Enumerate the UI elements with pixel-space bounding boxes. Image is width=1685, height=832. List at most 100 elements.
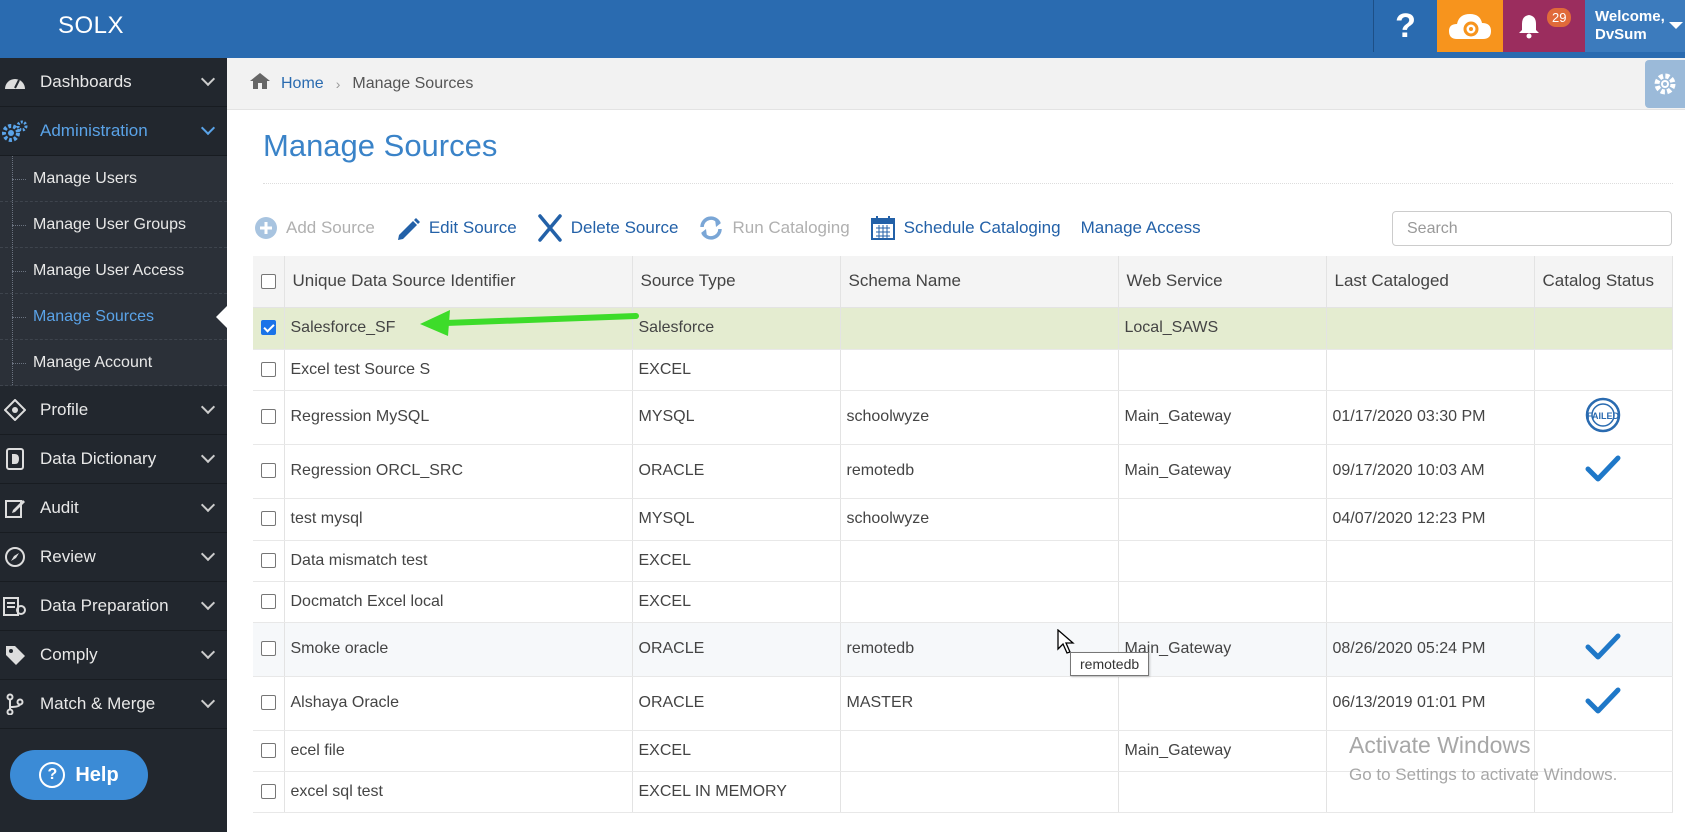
row-checkbox[interactable] [260,695,276,711]
sidebar-item-dashboards[interactable]: Dashboards [0,58,227,107]
title-divider [263,183,1673,184]
table-body: Salesforce_SF Salesforce Local_SAWS Excel t… [253,307,1673,813]
cell-last-cataloged: 04/07/2020 12:23 PM [1326,498,1535,541]
row-checkbox[interactable] [260,409,276,425]
settings-panel-toggle[interactable] [1645,60,1685,108]
welcome-text: Welcome, [1595,8,1665,25]
sidebar-subitem-manage-users[interactable]: Manage Users [0,156,227,202]
gears-icon [2,120,28,142]
active-pointer [216,305,228,329]
row-checkbox[interactable] [260,593,276,609]
cell-catalog-status [1534,622,1673,677]
sidebar-subitem-manage-user-groups[interactable]: Manage User Groups [0,202,227,248]
chevron-down-icon [200,399,216,415]
manage-access-button[interactable]: Manage Access [1081,218,1201,238]
checkmark-icon [1585,455,1621,481]
cell-web-service [1118,581,1327,623]
breadcrumb-home-link[interactable]: Home [281,74,324,92]
edit-source-button[interactable]: Edit Source [395,215,517,241]
table-row[interactable]: ecel file EXCEL Main_Gateway [253,730,1673,772]
help-button[interactable]: ? Help [10,750,148,800]
question-circle-icon: ? [39,762,66,788]
cell-web-service [1118,540,1327,582]
mouse-cursor-icon [1057,629,1075,654]
column-header-schema-name[interactable]: Schema Name [840,256,1119,308]
user-menu[interactable]: Welcome, DvSum [1585,0,1685,52]
row-checkbox-cell [253,730,285,772]
table-row[interactable]: Smoke oracle ORACLE remotedb Main_Gateway 08… [253,622,1673,677]
table-row[interactable]: Alshaya Oracle ORACLE MASTER 06/13/2019 01:… [253,676,1673,731]
row-checkbox[interactable] [260,361,276,377]
sidebar-item-audit[interactable]: Audit [0,484,227,533]
column-header-identifier[interactable]: Unique Data Source Identifier [284,256,633,308]
sidebar-item-data-dictionary[interactable]: Data Dictionary [0,435,227,484]
column-header-last-cataloged[interactable]: Last Cataloged [1326,256,1535,308]
cell-source-type: ORACLE [632,622,841,677]
sidebar-subitem-manage-user-access[interactable]: Manage User Access [0,248,227,294]
sidebar-subitem-manage-account[interactable]: Manage Account [0,340,227,386]
row-checkbox[interactable] [260,552,276,568]
column-header-web-service[interactable]: Web Service [1118,256,1327,308]
search-input[interactable] [1392,211,1672,246]
add-source-button[interactable]: Add Source [254,216,375,240]
table-row[interactable]: test mysql MYSQL schoolwyze 04/07/2020 12:2… [253,498,1673,541]
table-row[interactable]: Data mismatch test EXCEL [253,540,1673,582]
delete-source-button[interactable]: Delete Source [537,214,679,242]
sidebar-item-profile[interactable]: Profile [0,386,227,435]
cell-web-service: Main_Gateway [1118,730,1327,772]
notifications-button[interactable]: 29 [1503,0,1585,52]
cell-source-type: MYSQL [632,390,841,445]
table-row[interactable]: Salesforce_SF Salesforce Local_SAWS [253,307,1673,350]
page-title: Manage Sources [263,128,498,163]
compass-icon [2,546,28,568]
cell-catalog-status [1534,307,1673,350]
app-brand[interactable]: SOLX [58,12,125,39]
sources-table: Unique Data Source Identifier Source Typ… [253,256,1673,813]
help-question-button[interactable]: ? [1373,0,1437,52]
cell-schema-name [840,540,1119,582]
select-all-checkbox[interactable] [260,274,276,290]
home-icon[interactable] [249,72,271,95]
table-row[interactable]: excel sql test EXCEL IN MEMORY [253,771,1673,813]
cell-identifier: Data mismatch test [284,540,633,582]
table-row[interactable]: Docmatch Excel local EXCEL [253,581,1673,623]
schedule-cataloging-button[interactable]: Schedule Cataloging [870,215,1061,241]
table-row[interactable]: Excel test Source S EXCEL [253,349,1673,391]
sidebar-item-match-merge[interactable]: Match & Merge [0,680,227,729]
cloud-settings-button[interactable] [1437,0,1503,52]
watermark-subtitle: Go to Settings to activate Windows. [1349,765,1618,784]
breadcrumb-current: Manage Sources [352,74,474,92]
cell-source-type: EXCEL IN MEMORY [632,771,841,813]
table-row[interactable]: Regression MySQL MYSQL schoolwyze Main_Gate… [253,390,1673,445]
row-checkbox[interactable] [260,320,276,336]
cell-source-type: EXCEL [632,730,841,772]
column-header-catalog-status[interactable]: Catalog Status [1534,256,1673,308]
delete-source-label: Delete Source [570,218,679,237]
cell-source-type: Salesforce [632,307,841,350]
cell-identifier: Regression ORCL_SRC [284,444,633,499]
sidebar-item-data-preparation[interactable]: Data Preparation [0,582,227,631]
sidebar-item-comply[interactable]: Comply [0,631,227,680]
failed-status-icon[interactable]: FAILED [1584,396,1622,434]
sidebar-item-administration[interactable]: Administration [0,107,227,156]
row-checkbox-cell [253,676,285,731]
gear-icon [1654,73,1676,95]
cell-last-cataloged: 01/17/2020 03:30 PM [1326,390,1535,445]
run-cataloging-button[interactable]: Run Cataloging [698,215,850,241]
row-checkbox-cell [253,771,285,813]
edit-icon [2,497,28,519]
plus-circle-icon [254,216,278,240]
row-checkbox[interactable] [260,783,276,799]
cell-schema-name [840,307,1119,350]
table-row[interactable]: Regression ORCL_SRC ORACLE remotedb Main_Ga… [253,444,1673,499]
sidebar-subitem-manage-sources[interactable]: Manage Sources [0,294,228,340]
calendar-icon [870,215,896,241]
row-checkbox[interactable] [260,511,276,527]
row-checkbox[interactable] [260,742,276,758]
column-header-source-type[interactable]: Source Type [632,256,841,308]
row-checkbox[interactable] [260,463,276,479]
cell-source-type: EXCEL [632,349,841,391]
row-checkbox[interactable] [260,641,276,657]
sidebar-item-review[interactable]: Review [0,533,227,582]
cell-schema-name: schoolwyze [840,498,1119,541]
